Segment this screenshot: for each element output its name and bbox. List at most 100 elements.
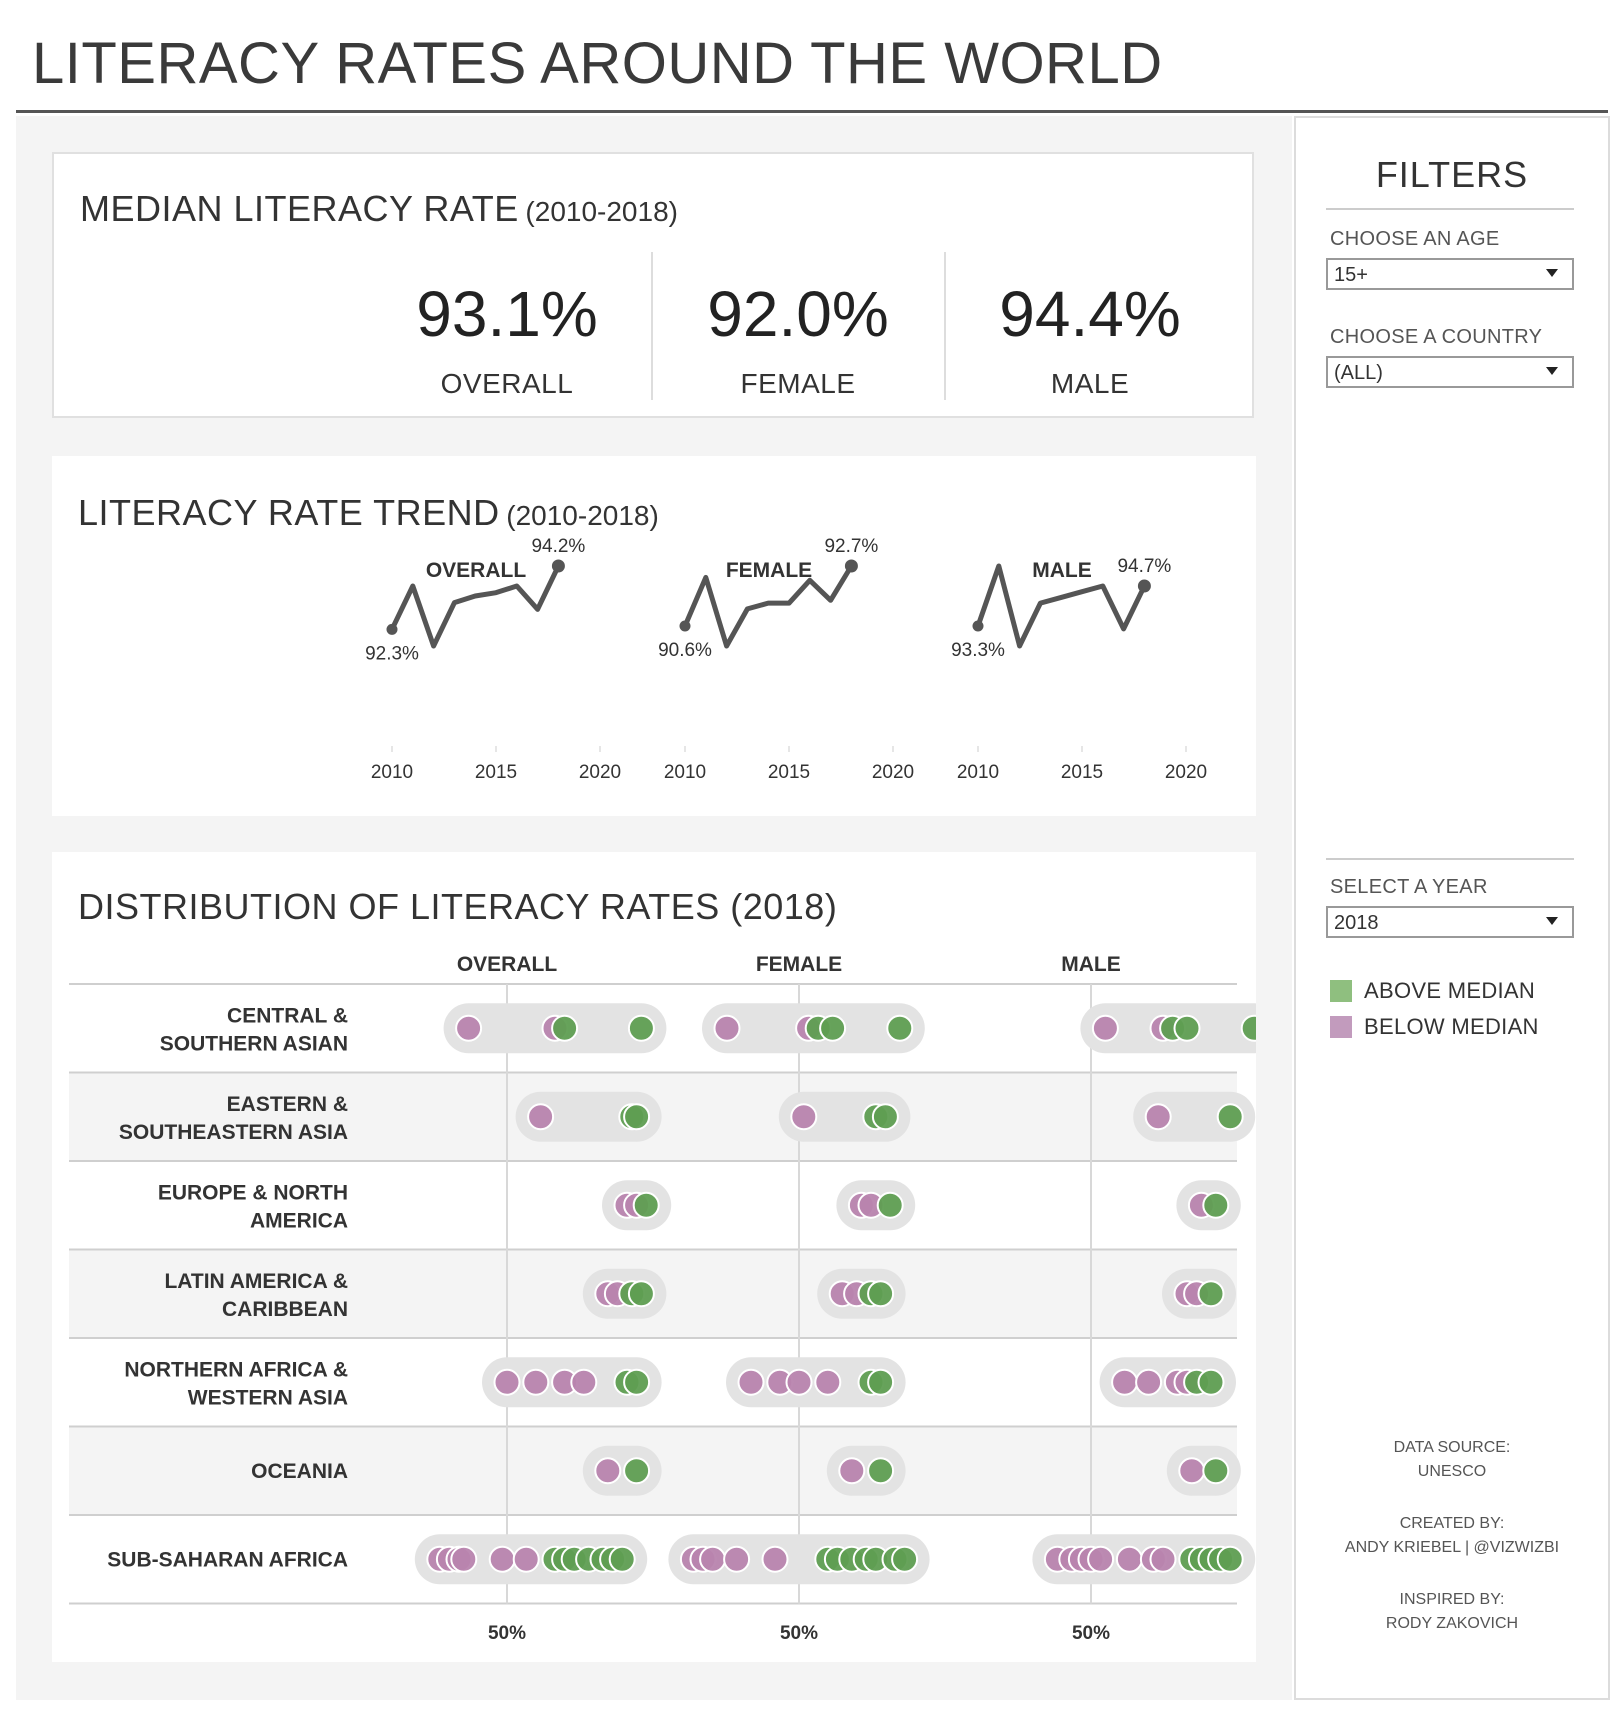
legend-below-label: BELOW MEDIAN: [1364, 1014, 1539, 1039]
dot-below-median: [570, 1368, 598, 1396]
region-label: SUB-SAHARAN AFRICA: [107, 1548, 348, 1571]
trend-start-point: [679, 620, 691, 632]
kpi-female: 92.0% FEMALE: [653, 282, 943, 400]
dot-above-median: [627, 1280, 655, 1308]
dot-below-median: [522, 1368, 550, 1396]
trend-line: [682, 564, 854, 649]
trend-end-point: [1137, 579, 1151, 593]
dot-above-median: [1202, 1191, 1230, 1219]
dot-above-median: [623, 1368, 651, 1396]
distribution-title-text: DISTRIBUTION OF LITERACY RATES (2018): [78, 886, 838, 927]
trend-tick-label: 2020: [579, 762, 621, 783]
year-dropdown[interactable]: 2018: [1326, 906, 1574, 938]
region-label: CENTRAL & SOUTHERN ASIAN: [160, 1004, 348, 1055]
title-divider: [16, 110, 1608, 113]
filters-divider: [1326, 858, 1574, 860]
dot-below-median: [1091, 1014, 1119, 1042]
dot-below-median: [785, 1368, 813, 1396]
region-label: OCEANIA: [251, 1460, 348, 1483]
dot-below-median: [1115, 1545, 1143, 1573]
chevron-down-icon: [1546, 269, 1558, 277]
dot-above-median: [1197, 1368, 1225, 1396]
page-title: LITERACY RATES AROUND THE WORLD: [32, 31, 1163, 96]
dot-below-median: [527, 1103, 555, 1131]
dot-below-median: [488, 1545, 516, 1573]
dot-above-median: [1240, 1014, 1256, 1042]
kpi-female-label: FEMALE: [740, 368, 856, 399]
column-header: FEMALE: [756, 953, 842, 976]
dot-below-median: [814, 1368, 842, 1396]
kpi-male-label: MALE: [1050, 368, 1130, 399]
trend-tick-label: 2010: [957, 762, 999, 783]
trend-tick-label: 2015: [475, 762, 517, 783]
trend-start-point: [972, 620, 984, 632]
dot-below-median: [1111, 1368, 1139, 1396]
dot-above-median: [623, 1103, 651, 1131]
kpi-male-value: 94.4%: [999, 278, 1181, 350]
trend-line: [389, 564, 561, 649]
trend-tick-label: 2020: [872, 762, 914, 783]
dot-below-median: [1149, 1545, 1177, 1573]
trend-end-label: 92.7%: [824, 536, 878, 557]
chevron-down-icon: [1546, 917, 1558, 925]
region-label-line: CARIBBEAN: [222, 1298, 348, 1321]
region-label: LATIN AMERICA & CARIBBEAN: [164, 1270, 348, 1321]
legend-above-label: ABOVE MEDIAN: [1364, 978, 1536, 1003]
dot-above-median: [867, 1280, 895, 1308]
region-label-line: LATIN AMERICA &: [164, 1270, 348, 1293]
region-label-line: EUROPE & NORTH: [158, 1181, 348, 1204]
dot-above-median: [1216, 1545, 1244, 1573]
column-header: MALE: [1061, 953, 1121, 976]
dot-below-median: [594, 1457, 622, 1485]
dot-above-median: [551, 1014, 579, 1042]
trend-tick-label: 2015: [1061, 762, 1103, 783]
dot-above-median: [627, 1014, 655, 1042]
age-dropdown-value: 15+: [1334, 264, 1368, 286]
country-dropdown[interactable]: (ALL): [1326, 356, 1574, 388]
trend-chart: OVERALL 92.3% 94.2% 2010 2015 2020 FEMALE 90.6%…: [365, 536, 1207, 783]
trend-tick-label: 2015: [768, 762, 810, 783]
trend-title-years: (2010-2018): [506, 500, 659, 531]
dot-above-median: [1197, 1280, 1225, 1308]
age-dropdown[interactable]: 15+: [1326, 258, 1574, 290]
legend-swatch-below: [1330, 1016, 1352, 1038]
trend-title-text: LITERACY RATE TREND: [78, 492, 500, 533]
median-card-title: MEDIAN LITERACY RATE (2010-2018): [80, 188, 678, 230]
dot-below-median: [699, 1545, 727, 1573]
dot-above-median: [891, 1545, 919, 1573]
dot-below-median: [737, 1368, 765, 1396]
region-label-line: WESTERN ASIA: [188, 1386, 348, 1409]
trend-panel-title: MALE: [1032, 559, 1092, 582]
literacy-trend-card: LITERACY RATE TREND (2010-2018) OVERALL 9…: [52, 456, 1256, 816]
distribution-card: DISTRIBUTION OF LITERACY RATES (2018) OV…: [52, 852, 1256, 1662]
distribution-chart: OVERALL 50% FEMALE 50% MALE 50% CENTRAL & SOUTH…: [69, 953, 1256, 1644]
filters-panel: FILTERS CHOOSE AN AGE 15+ CHOOSE A COUNT…: [1294, 116, 1610, 1700]
region-label-line: SOUTHEASTERN ASIA: [119, 1121, 348, 1144]
trend-end-label: 94.2%: [531, 536, 585, 557]
dot-below-median: [1087, 1545, 1115, 1573]
trend-tick-label: 2010: [664, 762, 706, 783]
dot-above-median: [867, 1368, 895, 1396]
dot-below-median: [450, 1545, 478, 1573]
trend-panel-title: FEMALE: [726, 559, 812, 582]
country-filter-label: CHOOSE A COUNTRY: [1330, 326, 1543, 348]
credit-created: CREATED BY: ANDY KRIEBEL | @VIZWIZBI: [1296, 1512, 1608, 1560]
trend-card-title: LITERACY RATE TREND (2010-2018): [78, 492, 659, 534]
region-label-line: AMERICA: [250, 1209, 348, 1232]
range-pill: [1133, 1091, 1256, 1142]
trend-line: [975, 563, 1147, 649]
kpi-divider: [651, 252, 653, 400]
trend-start-point: [386, 623, 398, 635]
dot-above-median: [871, 1103, 899, 1131]
dot-above-median: [1202, 1457, 1230, 1485]
region-label-line: SOUTHERN ASIAN: [160, 1032, 348, 1055]
range-pill: [826, 1445, 906, 1496]
credit-inspired-value: RODY ZAKOVICH: [1385, 1615, 1519, 1632]
filters-divider: [1326, 208, 1574, 210]
median-literacy-card: MEDIAN LITERACY RATE (2010-2018) 93.1% O…: [52, 152, 1254, 418]
legend-swatch-above: [1330, 980, 1352, 1002]
column-header: OVERALL: [457, 953, 558, 976]
distribution-card-title: DISTRIBUTION OF LITERACY RATES (2018): [78, 886, 837, 928]
x-tick-label: 50%: [780, 1623, 818, 1644]
region-label-line: NORTHERN AFRICA &: [124, 1358, 348, 1381]
